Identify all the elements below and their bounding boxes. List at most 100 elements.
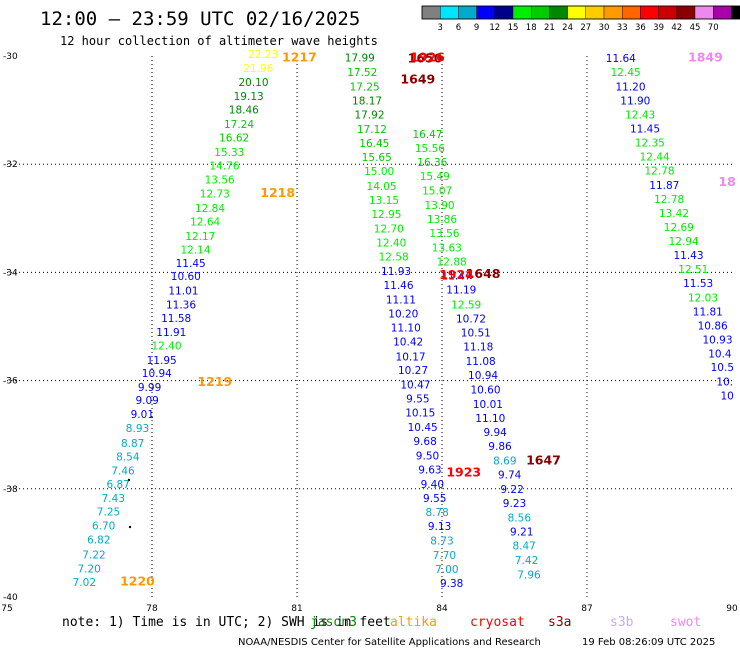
- swh-value: 12.51: [678, 264, 708, 276]
- color-scale-swatch: [640, 5, 659, 20]
- y-tick-label: -34: [3, 268, 18, 278]
- swh-value: 14.76: [209, 160, 239, 172]
- swh-value: 16.45: [359, 138, 389, 150]
- credit-text: NOAA/NESDIS Center for Satellite Applica…: [238, 637, 541, 648]
- swh-value: 20.10: [238, 77, 268, 89]
- swh-value: 7.00: [435, 564, 458, 576]
- swh-value: 7.46: [111, 465, 135, 477]
- swh-value: 12.70: [374, 224, 404, 236]
- color-scale-label: 9: [474, 23, 479, 33]
- swh-value: 17.25: [350, 81, 380, 93]
- swh-value: 17.24: [224, 119, 254, 131]
- swh-value: 10.4: [708, 349, 732, 361]
- swh-value: 12.40: [376, 238, 406, 250]
- swh-value: 8.78: [425, 507, 448, 519]
- swh-value: 6.87: [106, 479, 129, 491]
- swh-value: 7.42: [515, 555, 538, 567]
- color-scale-label: 12: [489, 23, 500, 33]
- swh-value: 9.38: [440, 578, 463, 590]
- swh-value: 22.23: [248, 49, 278, 61]
- swh-value: 12.59: [451, 299, 481, 311]
- satellite-legend-altika: altika: [390, 615, 437, 630]
- swh-value: 16.36: [417, 157, 447, 169]
- swh-value: 10.: [716, 377, 733, 389]
- swh-value: 8.56: [508, 512, 532, 524]
- swh-value: 9.74: [498, 470, 522, 482]
- swh-value: 10.51: [461, 327, 491, 339]
- swh-value: 17.99: [345, 53, 375, 65]
- pass-label: 1219: [197, 374, 232, 389]
- swh-value: 17.12: [357, 124, 387, 136]
- color-scale-label: 36: [635, 23, 646, 33]
- pass-label: 1220: [120, 573, 155, 588]
- swh-value: 11.20: [615, 81, 645, 93]
- swh-value: 11.87: [649, 180, 679, 192]
- swh-value: 9.23: [503, 498, 526, 510]
- swh-value: 18.46: [229, 105, 259, 117]
- legend-note: note: 1) Time is in UTC; 2) SWH is in fe…: [62, 615, 391, 630]
- color-scale-swatch: [658, 5, 677, 20]
- swh-value: 10.45: [408, 422, 438, 434]
- swh-value: 9.13: [428, 521, 451, 533]
- swh-value: 10.15: [405, 408, 435, 420]
- swh-value: 7.43: [102, 493, 125, 505]
- color-scale-label: 33: [617, 23, 628, 33]
- swh-value: 19.13: [234, 91, 264, 103]
- swh-value: 11.46: [383, 280, 413, 292]
- color-scale-swatch: [440, 5, 459, 20]
- chart-subtitle: 12 hour collection of altimeter wave hei…: [60, 34, 378, 48]
- x-tick-label: 78: [146, 604, 158, 614]
- color-scale-label: 39: [653, 23, 664, 33]
- color-scale-swatch: [713, 5, 732, 20]
- swh-value: 10.86: [698, 320, 728, 332]
- swh-value: 13.56: [429, 228, 459, 240]
- swh-value: 16.62: [219, 133, 249, 145]
- swh-value: 12.35: [635, 138, 665, 150]
- swh-value: 13.15: [369, 195, 399, 207]
- swh-value: 12.40: [151, 340, 181, 352]
- color-scale-swatch: [421, 5, 441, 20]
- swh-value: 10: [720, 391, 733, 403]
- swh-value: 8.93: [126, 423, 149, 435]
- swh-value: 11.43: [673, 250, 703, 262]
- swh-value: 12.73: [200, 188, 230, 200]
- swh-value: 10.94: [468, 370, 498, 382]
- pass-label: 1849: [688, 50, 723, 65]
- swh-value: 12.64: [190, 217, 220, 229]
- swh-value: 11.90: [620, 95, 650, 107]
- color-scale-label: 18: [526, 23, 537, 33]
- color-scale-label: 45: [690, 23, 701, 33]
- swh-value: 11.91: [156, 327, 186, 339]
- swh-value: 12.78: [644, 166, 674, 178]
- y-tick-label: -30: [3, 52, 18, 62]
- color-scale-swatch: [567, 5, 586, 20]
- swh-value: 11.01: [168, 285, 198, 297]
- swh-value: 9.22: [500, 484, 523, 496]
- swh-value: 11.18: [463, 342, 493, 354]
- swh-value: 9.21: [510, 527, 533, 539]
- swh-value: 10.5: [711, 362, 734, 374]
- swh-value: 9.94: [483, 427, 507, 439]
- pass-label: 1924: [439, 267, 474, 282]
- swh-value: 8.69: [493, 456, 516, 468]
- x-tick-label: 75: [1, 604, 12, 614]
- swh-value: 12.03: [688, 292, 718, 304]
- swh-value: 11.81: [693, 306, 723, 318]
- swh-value: 11.45: [176, 258, 206, 270]
- swh-value: 8.73: [430, 536, 453, 548]
- timestamp-text: 19 Feb 08:26:09 UTC 2025: [582, 637, 715, 648]
- color-scale-swatch: [603, 5, 623, 20]
- swh-value: 12.84: [195, 203, 225, 215]
- y-tick-label: -36: [3, 377, 18, 387]
- swh-value: 16.47: [412, 129, 442, 141]
- swh-value: 11.47: [441, 271, 471, 283]
- pass-label: 1649: [400, 71, 435, 86]
- swh-value: 15.65: [362, 152, 392, 164]
- swh-value: 7.22: [82, 549, 105, 561]
- swh-value: 10.60: [470, 384, 500, 396]
- color-scale-swatch: [694, 5, 714, 20]
- color-scale-swatch: [549, 5, 568, 20]
- swh-value: 10.47: [400, 379, 430, 391]
- color-scale-label: 70: [708, 23, 719, 33]
